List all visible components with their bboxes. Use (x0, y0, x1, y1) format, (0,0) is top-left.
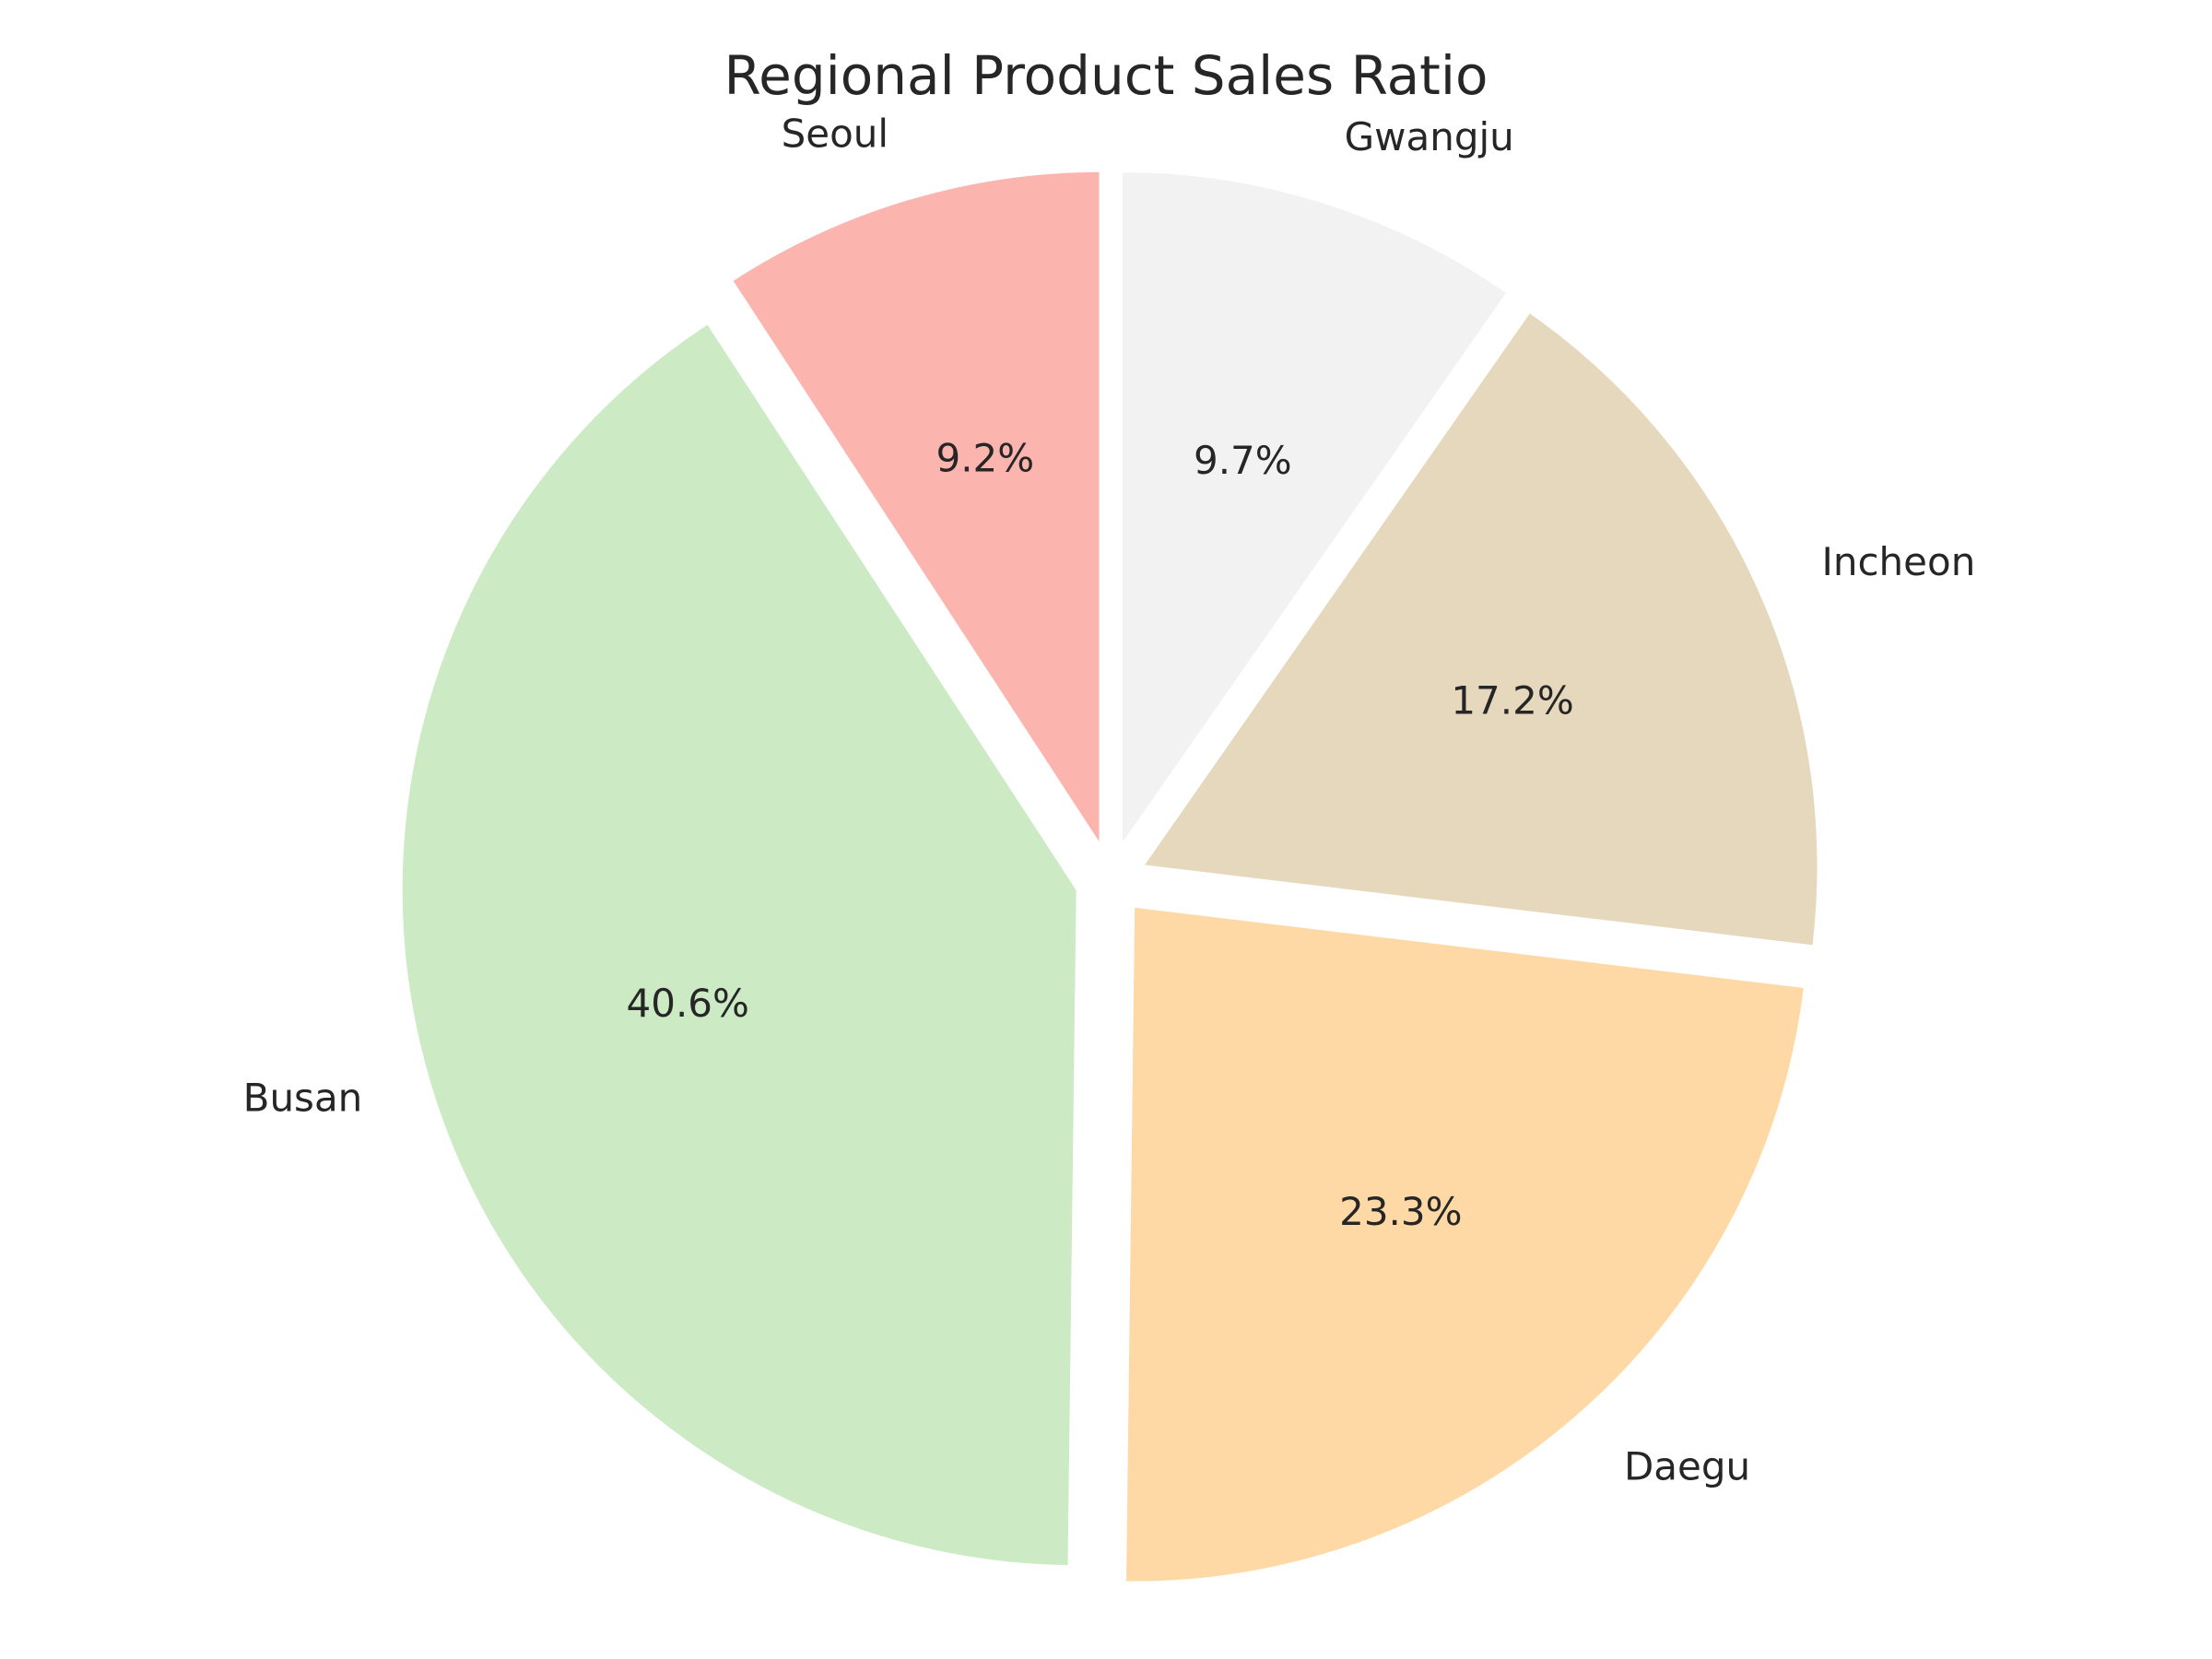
pie-category-label-busan: Busan (243, 1075, 363, 1120)
pie-value-label-daegu: 23.3% (1339, 1189, 1462, 1234)
pie-slice-seoul (728, 168, 1103, 854)
pie-slices (398, 168, 1821, 1585)
pie-slice-daegu (1122, 903, 1808, 1585)
pie-slice-busan (398, 319, 1080, 1570)
chart-title: Regional Product Sales Ratio (724, 44, 1488, 107)
pie-labels: 9.2% Seoul 40.6% Busan 23.3% Daegu 17.2% Incheo… (243, 111, 1976, 1488)
pie-slice-incheon (1137, 308, 1821, 949)
pie-value-label-seoul: 9.2% (935, 436, 1034, 481)
pie-value-label-incheon: 17.2% (1451, 677, 1573, 723)
pie-value-label-busan: 40.6% (627, 981, 749, 1026)
pie-category-label-daegu: Daegu (1624, 1443, 1750, 1488)
pie-category-label-seoul: Seoul (782, 111, 888, 156)
pie-slice-gwangju (1119, 168, 1512, 854)
pie-category-label-gwangju: Gwangju (1345, 114, 1514, 159)
pie-value-label-gwangju: 9.7% (1194, 438, 1292, 483)
pie-category-label-incheon: Incheon (1821, 539, 1975, 584)
